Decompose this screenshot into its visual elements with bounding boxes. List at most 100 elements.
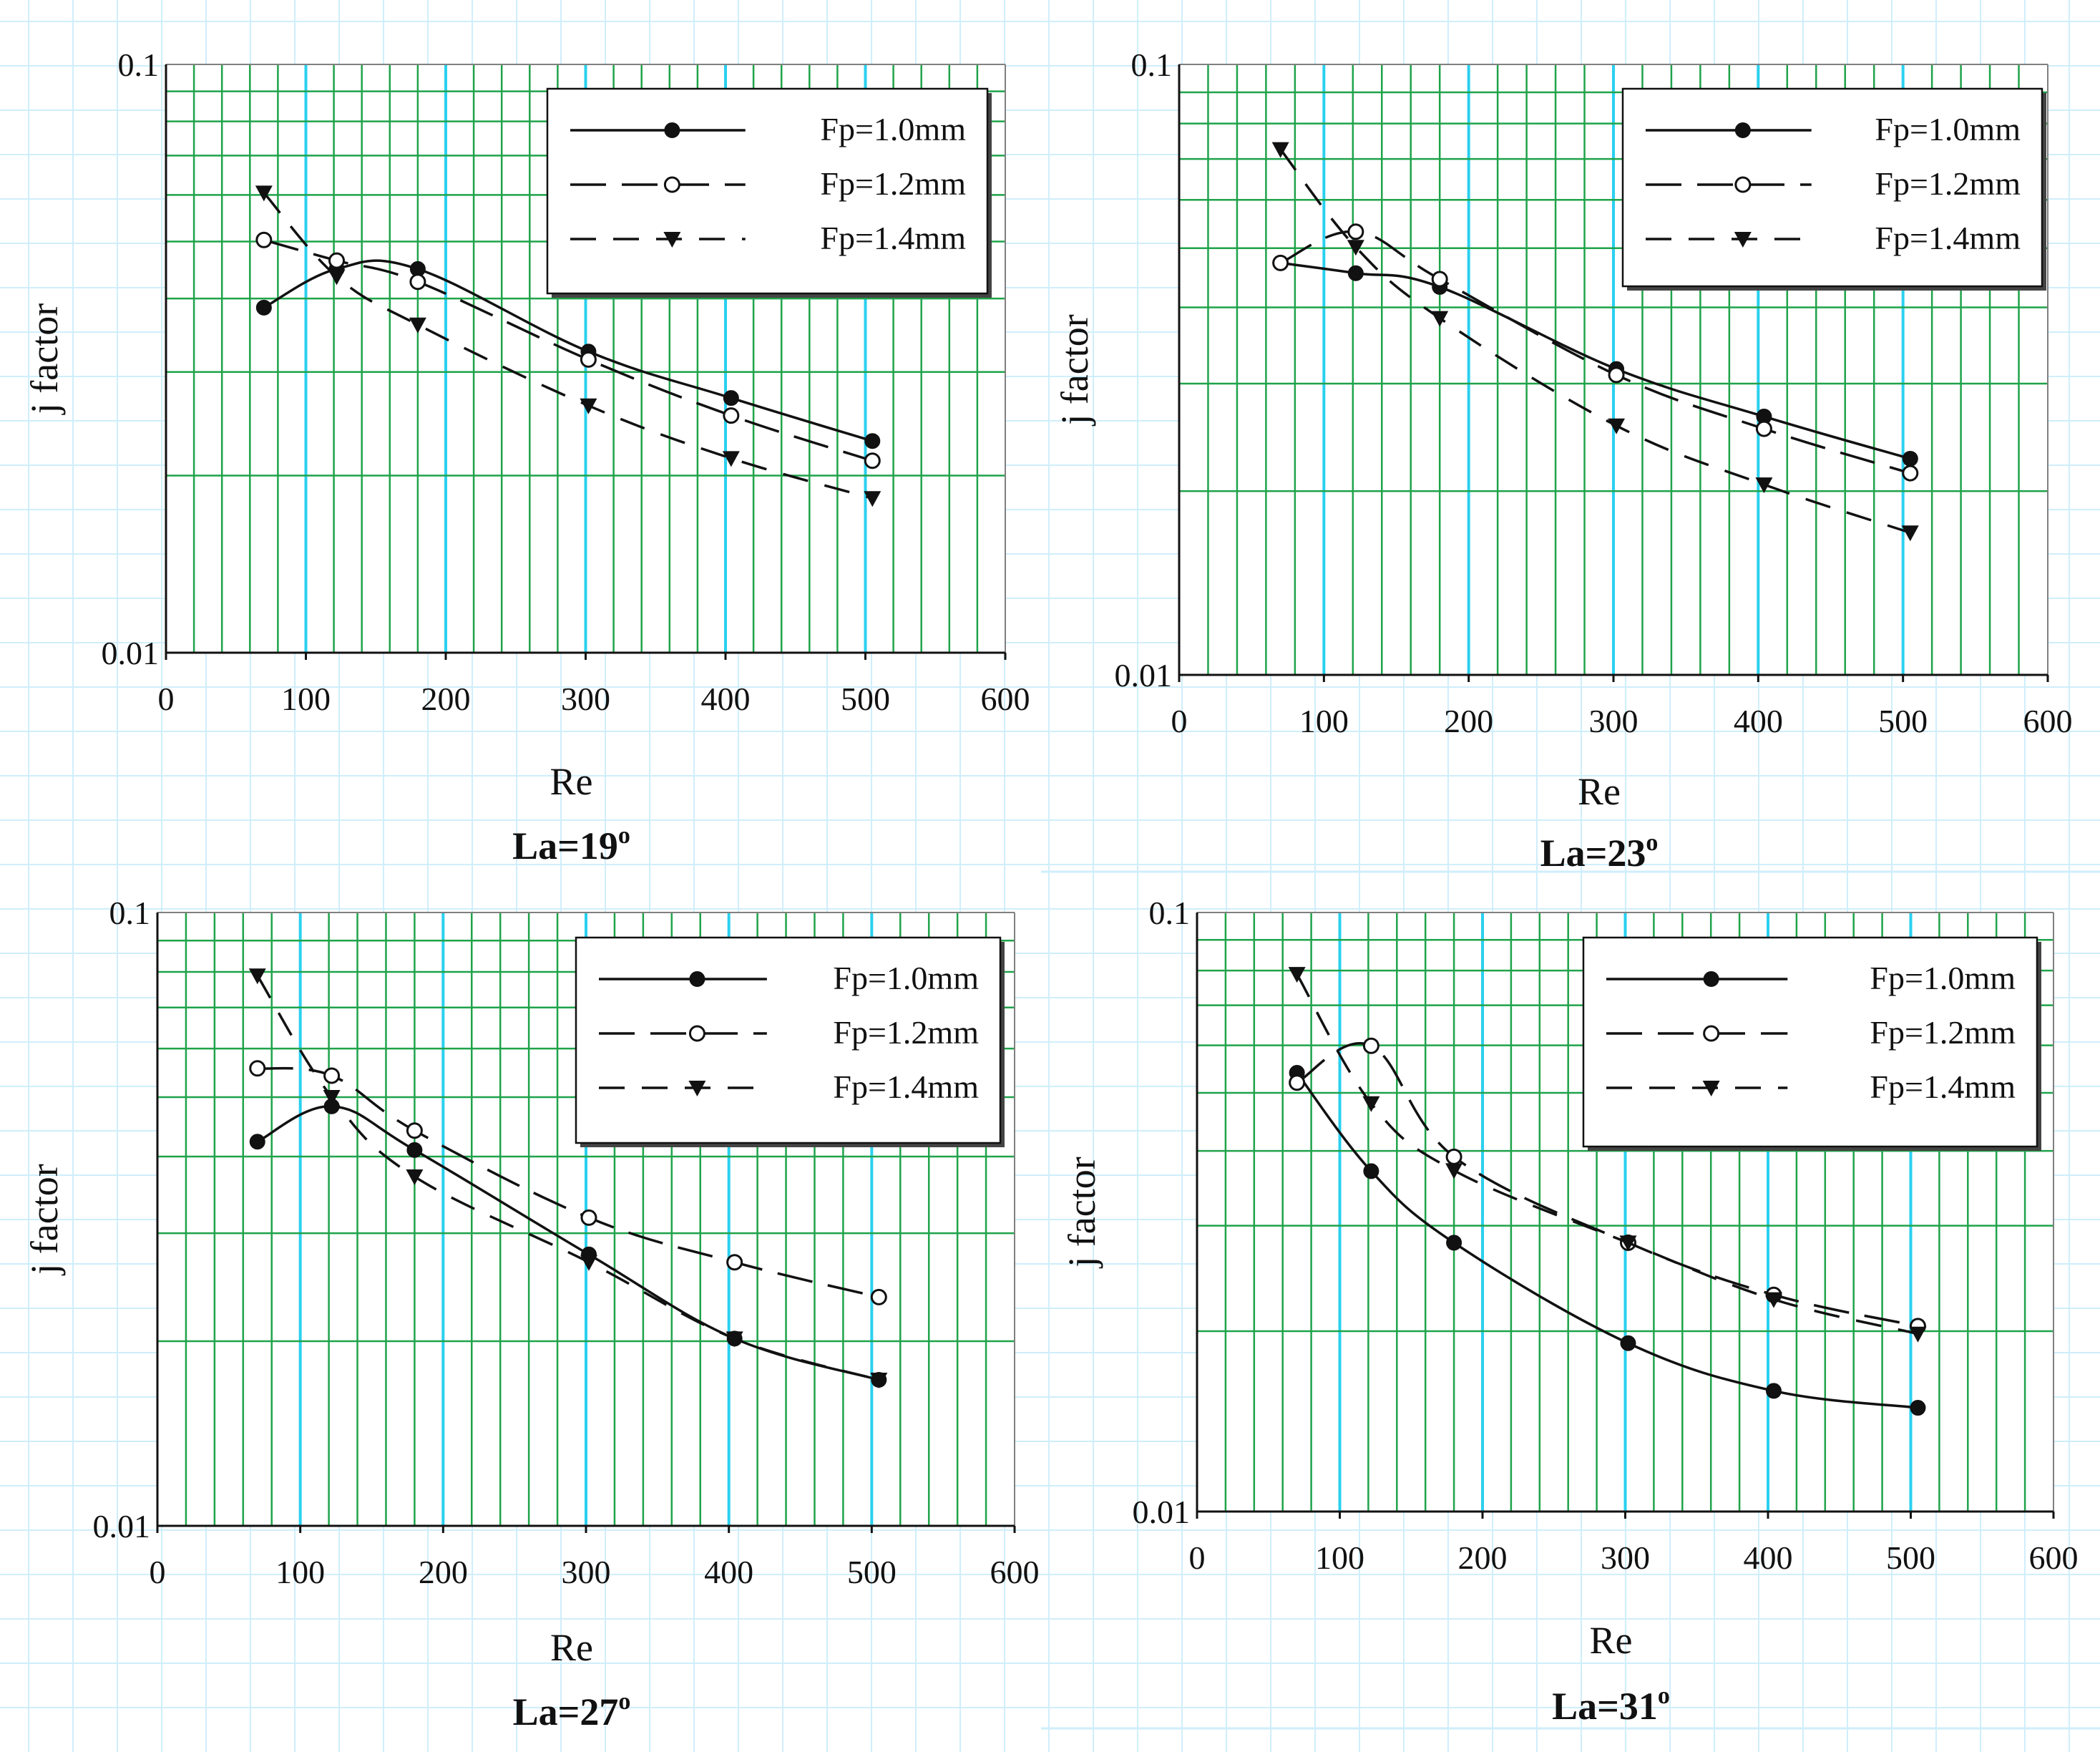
data-point-Fp=1.2mm xyxy=(864,452,881,469)
data-point-Fp=1.0mm xyxy=(1363,1163,1379,1179)
x-tick-label: 0 xyxy=(150,1554,166,1590)
data-point-Fp=1.2mm xyxy=(1347,223,1364,240)
y-axis-label: j factor xyxy=(1053,314,1096,426)
data-point-Fp=1.2mm xyxy=(1703,1025,1720,1042)
data-point-Fp=1.4mm xyxy=(580,398,597,414)
series-Fp=1.4mm xyxy=(255,185,881,507)
legend: Fp=1.0mm Fp=1.2mm Fp=1.4mm xyxy=(546,87,992,298)
data-point-Fp=1.4mm xyxy=(580,1255,597,1271)
chart-panel-3: 0 100 200 300 400 500 600 0.1 0.01 j factor Re La=2… xyxy=(23,895,1040,1733)
data-point-Fp=1.2mm xyxy=(1608,366,1625,384)
x-tick-label: 500 xyxy=(1878,703,1928,739)
y-axis-label: j factor xyxy=(23,303,66,415)
data-point-Fp=1.0mm xyxy=(255,299,272,316)
data-point-Fp=1.2mm xyxy=(663,176,680,193)
data-point-Fp=1.2mm xyxy=(1362,1037,1379,1054)
legend-label-Fp=1.0mm: Fp=1.0mm xyxy=(1875,111,2021,147)
data-point-Fp=1.2mm xyxy=(870,1288,887,1305)
legend-label-Fp=1.0mm: Fp=1.0mm xyxy=(1870,960,2016,996)
chart-caption: La=31o xyxy=(1552,1683,1670,1728)
data-point-Fp=1.4mm xyxy=(1755,477,1773,494)
data-point-Fp=1.4mm xyxy=(722,451,740,467)
y-tick-label: 0.01 xyxy=(1133,1494,1191,1530)
legend-label-Fp=1.2mm: Fp=1.2mm xyxy=(1870,1014,2016,1051)
y-axis-label: j factor xyxy=(1060,1157,1103,1268)
data-point-Fp=1.2mm xyxy=(723,407,740,424)
data-point-Fp=1.4mm xyxy=(1445,1163,1463,1179)
x-tick-label: 600 xyxy=(990,1554,1040,1590)
x-tick-label: 400 xyxy=(1734,703,1783,739)
data-point-Fp=1.4mm xyxy=(255,185,273,202)
caption-superscript: o xyxy=(1658,1683,1670,1709)
data-point-Fp=1.4mm xyxy=(409,317,426,334)
x-tick-label: 200 xyxy=(419,1554,468,1590)
series-Fp=1.4mm xyxy=(248,968,888,1388)
x-tick-label: 400 xyxy=(701,681,751,717)
x-tick-label: 300 xyxy=(562,1554,611,1590)
data-point-Fp=1.0mm xyxy=(249,1134,265,1150)
data-point-Fp=1.2mm xyxy=(406,1122,423,1139)
data-point-Fp=1.4mm xyxy=(248,968,266,985)
data-point-Fp=1.2mm xyxy=(1289,1074,1306,1091)
x-tick-label: 200 xyxy=(1444,703,1493,739)
data-point-Fp=1.4mm xyxy=(406,1169,424,1186)
legend: Fp=1.0mm Fp=1.2mm Fp=1.4mm xyxy=(575,936,1005,1147)
caption-main: La=23 xyxy=(1540,832,1646,875)
caption-superscript: o xyxy=(1646,829,1658,856)
data-point-Fp=1.0mm xyxy=(1902,450,1918,467)
x-tick-label: 500 xyxy=(841,681,890,717)
legend-box xyxy=(575,936,1002,1144)
data-point-Fp=1.2mm xyxy=(249,1060,266,1077)
chart-panel-1: 0 100 200 300 400 500 600 0.1 0.01 j factor Re La=1… xyxy=(23,47,1030,867)
series-Fp=1.2mm xyxy=(1289,1037,1926,1335)
data-point-Fp=1.2mm xyxy=(409,273,426,291)
x-tick-label: 500 xyxy=(847,1554,897,1590)
series-Fp=1.2mm xyxy=(249,1060,887,1305)
x-tick-label: 0 xyxy=(158,681,175,717)
series-Fp=1.4mm xyxy=(1288,967,1927,1343)
data-point-Fp=1.4mm xyxy=(1347,240,1364,256)
y-axis-label: j factor xyxy=(23,1164,66,1275)
y-tick-label: 0.01 xyxy=(93,1508,151,1544)
data-point-Fp=1.0mm xyxy=(1910,1400,1926,1416)
legend-label-Fp=1.4mm: Fp=1.4mm xyxy=(1875,220,2021,256)
data-point-Fp=1.0mm xyxy=(1620,1335,1636,1351)
data-point-Fp=1.4mm xyxy=(1909,1326,1927,1343)
caption-main: La=27 xyxy=(513,1690,619,1733)
legend: Fp=1.0mm Fp=1.2mm Fp=1.4mm xyxy=(1582,936,2041,1151)
data-point-Fp=1.0mm xyxy=(723,390,739,407)
data-point-Fp=1.2mm xyxy=(1902,464,1919,482)
data-point-Fp=1.0mm xyxy=(1446,1235,1462,1251)
series-Fp=1.4mm xyxy=(1271,142,1919,542)
x-tick-label: 300 xyxy=(1589,703,1639,739)
data-point-Fp=1.4mm xyxy=(663,232,681,248)
data-point-Fp=1.4mm xyxy=(323,1089,341,1106)
x-tick-label: 400 xyxy=(704,1554,753,1590)
data-point-Fp=1.4mm xyxy=(1702,1081,1720,1096)
data-point-Fp=1.0mm xyxy=(1347,265,1364,281)
x-tick-label: 400 xyxy=(1744,1539,1793,1576)
legend-label-Fp=1.0mm: Fp=1.0mm xyxy=(833,960,979,996)
data-point-Fp=1.2mm xyxy=(255,231,273,248)
data-point-Fp=1.2mm xyxy=(1755,420,1772,437)
data-point-Fp=1.4mm xyxy=(726,1331,743,1348)
x-axis-label: Re xyxy=(550,1626,593,1669)
data-point-Fp=1.4mm xyxy=(1288,967,1306,983)
x-tick-label: 300 xyxy=(561,681,610,717)
legend-label-Fp=1.4mm: Fp=1.4mm xyxy=(1870,1069,2016,1105)
chart-panel-4: 0 100 200 300 400 500 600 0.1 0.01 j factor Re La=3… xyxy=(1041,895,2100,1730)
y-tick-label: 0.01 xyxy=(102,635,160,671)
series-Fp=1.2mm xyxy=(255,231,881,469)
data-point-Fp=1.4mm xyxy=(1764,1292,1782,1308)
x-tick-label: 100 xyxy=(275,1554,325,1590)
x-tick-label: 600 xyxy=(981,681,1030,717)
data-point-Fp=1.2mm xyxy=(580,351,597,368)
legend-label-Fp=1.2mm: Fp=1.2mm xyxy=(833,1014,979,1051)
x-tick-label: 200 xyxy=(421,681,471,717)
x-tick-label: 100 xyxy=(281,681,331,717)
y-tick-label: 0.01 xyxy=(1115,657,1173,694)
legend-label-Fp=1.2mm: Fp=1.2mm xyxy=(1875,165,2021,202)
data-point-Fp=1.0mm xyxy=(1765,1383,1782,1399)
legend: Fp=1.0mm Fp=1.2mm Fp=1.4mm xyxy=(1621,87,2046,291)
